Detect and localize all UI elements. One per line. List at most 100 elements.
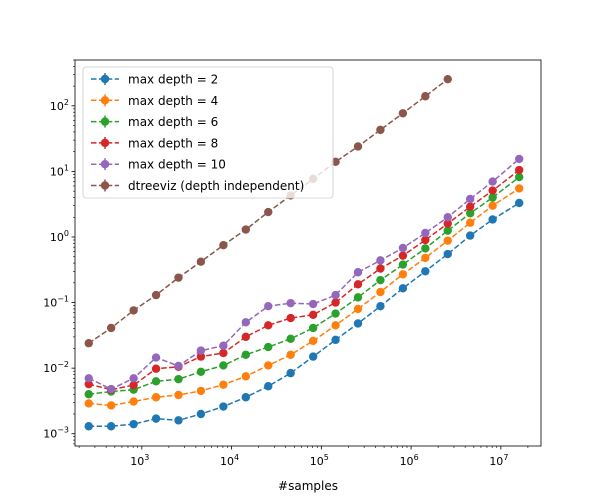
legend-entry: max depth = 8 [91,136,218,150]
legend-label: max depth = 4 [128,94,218,108]
data-point [264,342,273,352]
data-point [264,302,273,311]
data-point [398,251,408,260]
data-point [286,350,295,359]
legend: max depth = 2 max depth = 4 max depth = 6 m… [82,66,334,199]
data-point [331,309,340,318]
legend-marker [100,117,110,126]
legend-box [82,66,334,199]
data-point [174,361,183,371]
data-point [308,336,318,346]
data-point [129,419,138,429]
data-point [514,172,524,182]
data-point [443,219,452,228]
data-point [106,384,116,394]
y-axis: 10−3 10−2 10−1 100 101 102 [43,59,75,445]
legend-entry: max depth = 6 [91,115,218,129]
data-point [219,380,228,389]
series-line [88,202,520,428]
data-point [488,193,497,202]
data-point [264,382,273,391]
x-axis: 103 104 105 106 107 [78,446,529,468]
series-2 [84,172,524,399]
data-point [196,257,206,266]
y-tick-label: 101 [50,163,69,178]
legend-marker [100,181,110,190]
data-point [84,379,93,389]
data-point [421,92,430,101]
data-point [443,226,452,235]
data-point [84,422,93,431]
series-3 [84,165,524,394]
data-point [308,299,318,309]
data-point [151,377,161,386]
data-point [286,368,295,378]
data-point [488,201,497,210]
data-point [129,306,138,315]
axes-frame [74,59,542,447]
legend-marker [100,74,110,84]
data-point [286,334,295,344]
data-point [264,321,273,330]
data-point [264,361,273,370]
data-point [376,275,385,285]
legend-marker [100,138,110,148]
data-point [443,249,452,259]
legend-label: max depth = 10 [128,158,226,172]
data-point [331,157,340,167]
data-point [331,290,340,300]
data-point [376,302,385,311]
data-point [196,367,206,376]
data-point [308,310,318,320]
series-line [88,176,520,395]
data-point [465,231,475,240]
data-point [488,186,497,195]
data-point [514,154,524,164]
legend-entry: max depth = 10 [91,158,226,172]
data-point [514,165,524,175]
data-point [353,293,363,302]
data-point [331,321,340,330]
x-tick-label: 106 [400,453,419,468]
data-point [331,335,340,345]
data-point [129,374,138,383]
data-point [151,414,161,423]
data-point [151,353,161,362]
data-point [219,348,228,358]
data-point [443,213,452,222]
data-point [421,267,430,276]
data-point [376,256,385,265]
data-point [398,270,408,279]
legend-label: dtreeviz (depth independent) [128,179,304,193]
data-point [84,399,93,408]
series-line [88,169,520,391]
x-axis-label: #samples [278,479,338,493]
x-tick-label: 105 [310,453,329,468]
data-point [241,350,251,359]
data-point [376,264,385,273]
data-point [443,236,452,245]
series-4 [84,154,524,394]
data-point [514,198,524,208]
data-point [398,260,408,269]
data-point [465,194,475,204]
data-point [488,177,497,186]
x-tick-label: 103 [130,453,149,468]
data-point [465,202,475,211]
data-point [241,318,251,327]
x-tick-label: 104 [220,453,239,468]
data-point [353,319,363,328]
legend-label: max depth = 8 [128,136,218,150]
data-point [443,74,452,84]
data-point [129,380,138,390]
data-point [514,184,524,193]
series-1 [84,184,524,410]
data-point [129,397,138,406]
legend-label: max depth = 6 [128,115,218,129]
data-point [241,372,251,381]
data-point [106,401,116,410]
data-point [151,290,161,300]
legend-entry: max depth = 4 [91,94,218,108]
data-point [196,352,206,361]
data-point [106,422,116,431]
